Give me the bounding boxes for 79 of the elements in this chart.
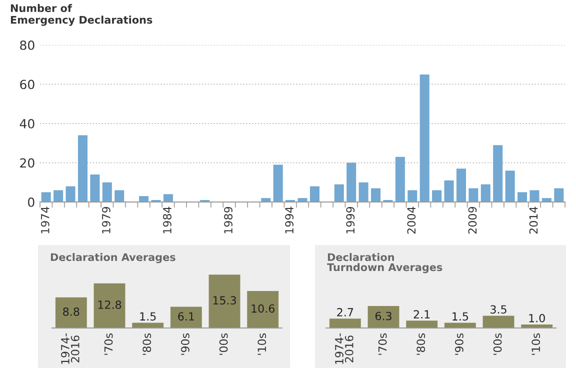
bar [468,188,478,202]
data-label: 1.0 [529,314,545,322]
x-tick-label: 1994 [285,206,294,234]
bar [310,186,320,202]
bar [444,180,454,202]
x-tick-label: '80s [416,333,426,355]
bar [395,156,405,202]
bar [273,164,283,202]
bar [482,316,514,328]
x-tick-label: 1974- 2016 [335,333,354,364]
y-tick-label: 80 [20,40,34,50]
chart-title: Number of Emergency Declarations [10,4,152,26]
bar [78,135,88,202]
x-tick-label: 1974- 2016 [61,333,80,364]
bar [66,186,76,202]
x-tick-label: '70s [378,333,387,355]
bar [329,318,361,328]
x-tick-label: 2014 [529,206,538,234]
bar [406,320,438,328]
x-tick-label: '00s [493,333,502,355]
bar [408,190,418,202]
chart-title: Declaration Averages [50,253,176,264]
bar [480,184,490,202]
bar [102,182,112,202]
x-tick-label: 1974 [40,206,50,234]
x-tick-label: 1999 [346,206,355,234]
bar [55,297,87,328]
data-label: 8.8 [63,307,80,316]
data-label: 1.5 [140,312,156,321]
bar [493,145,503,202]
x-tick-label: '10s [532,333,540,355]
bar [54,190,64,202]
bar [554,188,564,202]
bar [370,188,381,202]
bar [163,194,173,202]
bar [420,74,430,202]
y-tick-label: 40 [20,118,34,128]
x-tick-label: '10s [258,333,266,355]
bar [505,170,515,202]
data-label: 6.1 [178,312,194,321]
bar [432,190,442,202]
x-tick-label: '70s [104,333,113,355]
data-label: 12.8 [98,300,122,309]
data-label: 2.1 [414,310,430,318]
bar [208,274,240,328]
bar [530,190,540,202]
bar [41,192,51,202]
x-tick-label: '90s [454,333,464,355]
chart-title: Declaration Turndown Averages [327,253,442,274]
bar [518,192,528,202]
x-tick-label: 1979 [102,206,110,234]
x-tick-label: 2004 [407,206,416,234]
bar [114,190,124,202]
bar [170,306,202,328]
y-tick-label: 60 [20,80,34,90]
x-tick-label: 2009 [468,206,477,234]
data-label: 2.7 [337,308,354,316]
data-label: 3.5 [490,305,506,314]
x-tick-label: 1984 [163,206,172,234]
bar [90,174,100,202]
bar [334,184,344,202]
bar [368,306,400,328]
bar [346,162,356,202]
bar [358,182,368,202]
bar [456,168,466,202]
x-tick-label: '90s [180,333,190,355]
x-tick-label: '00s [219,333,228,355]
bar [247,291,279,328]
data-label: 1.5 [452,312,468,321]
bar [94,283,126,328]
data-label: 15.3 [213,296,236,305]
data-label: 6.3 [375,312,392,320]
bar [139,196,149,202]
y-tick-label: 20 [20,158,34,168]
bar [298,198,308,202]
data-label: 10.6 [252,304,275,313]
y-tick-label: 0 [28,197,34,207]
x-tick-label: 1989 [224,206,232,234]
x-tick-label: '80s [142,333,152,355]
